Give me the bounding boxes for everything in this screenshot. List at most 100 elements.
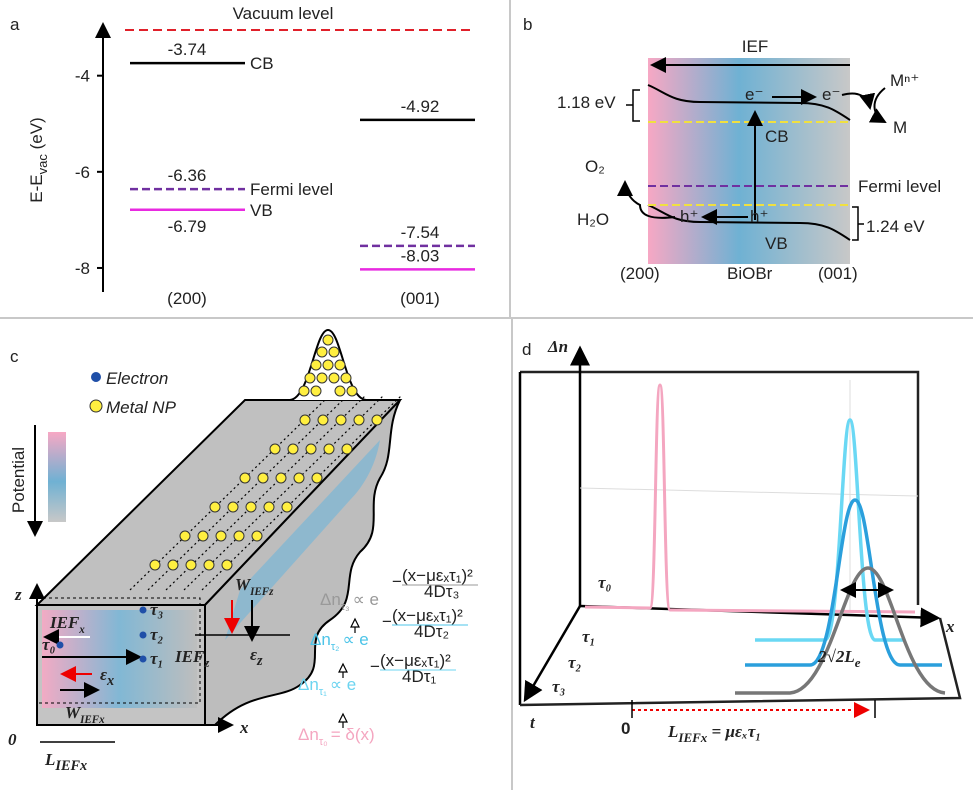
bracket bbox=[852, 206, 864, 241]
nanoparticle bbox=[316, 372, 328, 384]
nanoparticle bbox=[275, 472, 287, 484]
nanoparticle bbox=[149, 559, 161, 571]
label: (x−μεₓτ₁)² bbox=[380, 651, 451, 670]
label: εz bbox=[250, 645, 263, 669]
nanoparticle bbox=[310, 359, 322, 371]
label: τ₃ bbox=[552, 677, 566, 696]
electron-icon bbox=[91, 372, 101, 382]
sub-text: e bbox=[855, 655, 861, 670]
label: 0 bbox=[8, 730, 17, 749]
label: − bbox=[382, 612, 392, 631]
nanoparticle bbox=[209, 501, 221, 513]
nanoparticle bbox=[322, 359, 334, 371]
stripe bbox=[225, 440, 380, 640]
sub: τ₁ bbox=[319, 686, 327, 698]
sub: τ₃ bbox=[341, 601, 350, 613]
nanoparticle bbox=[293, 472, 305, 484]
main-text: IEF bbox=[49, 613, 80, 632]
formula: Δnτ₀ = δ(x) bbox=[298, 725, 375, 748]
main-text: L bbox=[667, 722, 678, 741]
nanoparticle bbox=[346, 385, 358, 397]
pulse bbox=[735, 566, 946, 695]
lhs: Δn bbox=[310, 630, 331, 649]
sub: τ₀ bbox=[319, 736, 328, 748]
potential-bar bbox=[48, 432, 66, 522]
nanoparticle bbox=[221, 559, 233, 571]
label: t bbox=[530, 713, 536, 732]
label: τ₀ bbox=[598, 573, 612, 592]
open-arrow bbox=[338, 712, 348, 728]
level-name: Fermi level bbox=[250, 180, 333, 199]
main-text: IEF bbox=[174, 647, 205, 666]
vb-band bbox=[647, 204, 851, 241]
rel: ∝ e bbox=[353, 590, 379, 609]
main-text: ε bbox=[250, 645, 257, 664]
formula: Δnτ₃ ∝ e bbox=[320, 590, 379, 613]
legend-label: Metal NP bbox=[106, 398, 177, 417]
level-name: VB bbox=[250, 201, 273, 220]
label: WIEFx bbox=[65, 703, 105, 726]
nanoparticle bbox=[298, 385, 310, 397]
vacuum-label: Vacuum level bbox=[233, 4, 334, 23]
electron bbox=[56, 641, 64, 649]
sub-text: z bbox=[256, 653, 263, 669]
dotted-line bbox=[129, 394, 331, 591]
lhs: Δn bbox=[298, 725, 319, 744]
label: BiOBr bbox=[727, 264, 773, 283]
label: x bbox=[239, 718, 249, 737]
cb-band bbox=[647, 84, 851, 121]
label: τ₃ bbox=[150, 600, 164, 619]
y-tick-label: -6 bbox=[75, 163, 90, 182]
grid bbox=[579, 487, 919, 497]
label: h⁺ bbox=[750, 207, 768, 226]
label: 1.24 eV bbox=[866, 217, 925, 236]
label: Potential bbox=[9, 447, 28, 513]
nanoparticle bbox=[263, 501, 275, 513]
main-text: E-E bbox=[27, 174, 46, 202]
np-icon bbox=[89, 399, 103, 413]
open-arrow bbox=[338, 662, 348, 678]
electron bbox=[139, 606, 147, 614]
value-label: -4.92 bbox=[401, 97, 440, 116]
label: WIEFz bbox=[235, 575, 274, 598]
nanoparticle bbox=[341, 443, 353, 455]
label: (x−μεₓτ₁)² bbox=[402, 566, 473, 585]
label: e⁻ bbox=[822, 85, 840, 104]
box bbox=[519, 617, 962, 707]
lhs: Δn bbox=[320, 590, 341, 609]
nanoparticle bbox=[323, 443, 335, 455]
nanoparticle bbox=[304, 372, 316, 384]
label: Fermi level bbox=[858, 177, 941, 196]
nanoparticle bbox=[197, 530, 209, 542]
nanoparticle bbox=[299, 414, 311, 426]
label: H₂O bbox=[577, 210, 609, 229]
bracket bbox=[626, 89, 640, 122]
formula: Δnτ₂ ∝ e bbox=[310, 630, 369, 653]
main-text: ε bbox=[100, 665, 107, 684]
label: M bbox=[893, 118, 907, 137]
nanoparticle bbox=[371, 414, 383, 426]
label: 4Dτ₁ bbox=[402, 667, 436, 686]
y-tick-label: -8 bbox=[75, 259, 90, 278]
nanoparticle bbox=[317, 414, 329, 426]
nanoparticle bbox=[322, 334, 334, 346]
nanoparticle bbox=[311, 472, 323, 484]
value-label: -6.79 bbox=[168, 217, 207, 236]
pulse bbox=[584, 383, 916, 614]
label: e⁻ bbox=[745, 85, 763, 104]
nanoparticle bbox=[251, 530, 263, 542]
label: LIEFx = μεₓτ₁ bbox=[667, 722, 761, 745]
nanoparticle bbox=[316, 346, 328, 358]
sub-text: x bbox=[78, 624, 85, 636]
arrow bbox=[868, 87, 887, 123]
label: (200) bbox=[620, 264, 660, 283]
box bbox=[520, 370, 920, 605]
label: h⁺ bbox=[680, 207, 698, 226]
label: IEFz bbox=[174, 647, 210, 670]
nanoparticle bbox=[203, 559, 215, 571]
sub-text: IEFx bbox=[54, 758, 87, 774]
arrow bbox=[841, 92, 876, 110]
lhs: Δn bbox=[298, 675, 319, 694]
inner-box bbox=[36, 597, 201, 704]
